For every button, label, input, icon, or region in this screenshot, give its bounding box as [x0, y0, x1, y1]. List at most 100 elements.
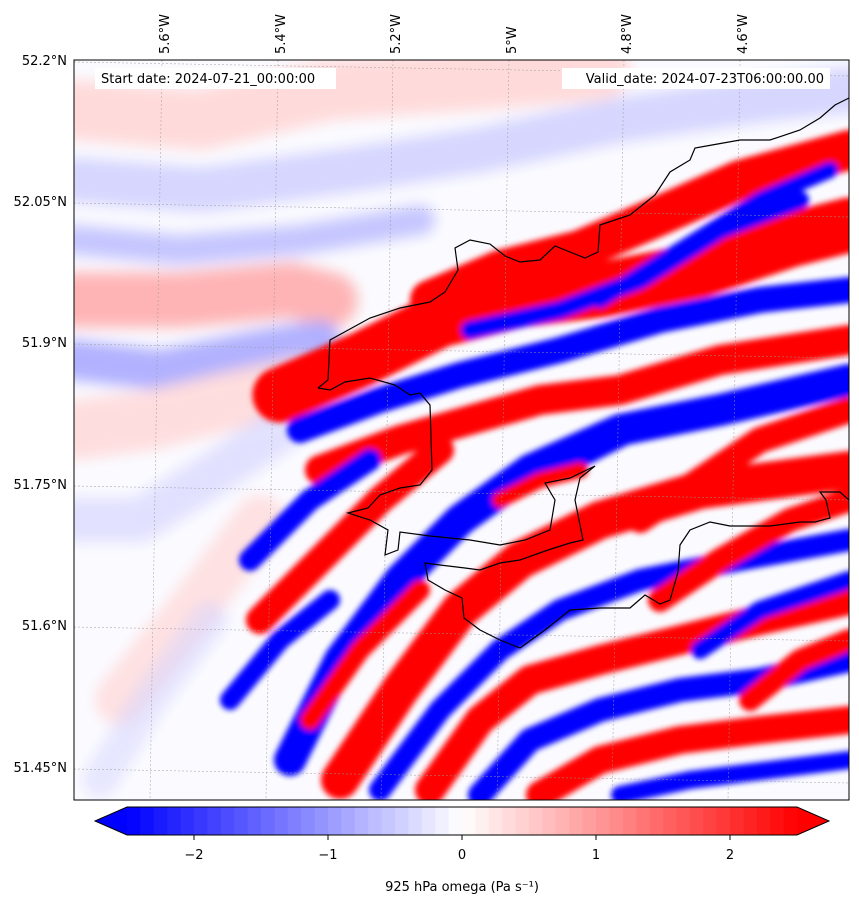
colorbar-step: [542, 807, 557, 835]
grid-line-meridian: [380, 60, 394, 800]
colorbar-step: [529, 807, 543, 835]
colorbar-step: [783, 807, 798, 835]
colorbar-step: [770, 807, 785, 835]
colorbar-step: [716, 807, 731, 835]
colorbar-step: [421, 807, 436, 835]
colorbar-step: [515, 807, 530, 835]
colorbar-step: [636, 807, 651, 835]
field-band: [627, 397, 849, 533]
valid-date-annotation: Valid_date: 2024-07-23T06:00:00.00: [586, 72, 824, 87]
field-band: [611, 751, 849, 800]
field-band: [691, 571, 849, 659]
field-band: [492, 462, 588, 508]
colorbar-step: [274, 807, 289, 835]
colorbar-tick-label: 1: [592, 848, 600, 863]
colorbar-step: [756, 807, 771, 835]
field-band: [74, 67, 849, 213]
left-tick-label: 51.6°N: [22, 619, 67, 634]
colorbar-step: [488, 807, 503, 835]
left-tick-label: 51.75°N: [14, 478, 67, 493]
colorbar-step: [220, 807, 235, 835]
map-frame: [73, 59, 850, 801]
grid-line-parallel: [74, 202, 849, 218]
colorbar-step: [502, 807, 517, 835]
colorbar-step: [569, 807, 584, 835]
grid-line-parallel: [74, 626, 849, 642]
colorbar-step: [596, 807, 610, 835]
coastline-south: [317, 377, 849, 649]
colorbar-step: [301, 807, 316, 835]
field-band: [648, 488, 849, 612]
colorbar-step: [287, 807, 302, 835]
top-tick-label: 4.6°W: [736, 14, 751, 54]
colorbar-step: [167, 807, 182, 835]
field-band: [739, 629, 849, 711]
colorbar-step: [194, 807, 208, 835]
field-band: [552, 422, 648, 478]
grid-line-meridian: [265, 60, 279, 800]
start-date-box: [95, 68, 336, 89]
colorbar-label: 925 hPa omega (Pa s⁻¹): [385, 880, 539, 895]
colorbar-step: [609, 807, 624, 835]
colorbar-step: [127, 807, 141, 835]
left-tick-label: 51.9°N: [22, 336, 67, 351]
grid-line-meridian: [496, 60, 510, 800]
left-tick-label: 51.45°N: [14, 761, 67, 776]
colorbar-step: [582, 807, 597, 835]
colorbar-step: [703, 807, 718, 835]
top-tick-label: 5°W: [505, 26, 520, 54]
colorbar-step: [247, 807, 262, 835]
colorbar-ticks: [193, 835, 731, 840]
field-band: [74, 407, 303, 543]
field-band: [300, 580, 430, 730]
colorbar-outline: [93, 806, 831, 836]
colorbar-step: [689, 807, 704, 835]
colorbar-step: [234, 807, 249, 835]
field-band: [592, 162, 838, 308]
colorbar-step: [328, 807, 342, 835]
grid-line-parallel: [74, 768, 849, 784]
colorbar-steps: [127, 807, 798, 835]
gridlines: [74, 60, 849, 800]
field-band: [82, 602, 228, 798]
left-tick-labels: 52.2°N 52.05°N 51.9°N 51.75°N 51.6°N 51.…: [14, 54, 67, 776]
colorbar-step: [622, 807, 637, 835]
colorbar-extend-low: [95, 807, 127, 835]
colorbar-step: [207, 807, 222, 835]
colorbar-step: [408, 807, 423, 835]
colorbar-step: [676, 807, 691, 835]
field-band: [74, 262, 358, 328]
map-panel: [73, 59, 850, 801]
colorbar-step: [368, 807, 383, 835]
colorbar-step: [395, 807, 409, 835]
colorbar-step: [448, 807, 463, 835]
grid-line-meridian: [611, 60, 625, 800]
colorbar-step: [663, 807, 677, 835]
field-band: [74, 205, 435, 265]
colorbar-tick-label: 2: [726, 848, 734, 863]
field-band: [252, 197, 849, 423]
colorbar-step: [462, 807, 476, 835]
colorbar-step: [475, 807, 490, 835]
colorbar-step: [381, 807, 396, 835]
valid-date-box: [562, 68, 830, 89]
colorbar-step: [261, 807, 275, 835]
colorbar-step: [314, 807, 329, 835]
field-band: [74, 320, 340, 390]
omega-field: [74, 60, 849, 800]
colorbar-extend-high: [797, 807, 829, 835]
top-tick-label: 4.8°W: [620, 14, 635, 54]
grid-line-parallel: [74, 343, 849, 359]
field-band: [246, 436, 454, 634]
colorbar-tick-label: 0: [458, 848, 466, 863]
left-tick-label: 52.05°N: [14, 195, 67, 210]
colorbar: −2 −1 0 1 2 925 hPa omega (Pa s⁻¹): [93, 806, 831, 895]
colorbar-step: [730, 807, 744, 835]
coastline: [317, 97, 849, 649]
annotations: Start date: 2024-07-21_00:00:00 Valid_da…: [95, 68, 830, 89]
colorbar-step: [140, 807, 155, 835]
field-band: [305, 325, 849, 485]
field-band: [220, 590, 340, 710]
field-band: [526, 706, 849, 800]
field-band: [74, 60, 630, 150]
